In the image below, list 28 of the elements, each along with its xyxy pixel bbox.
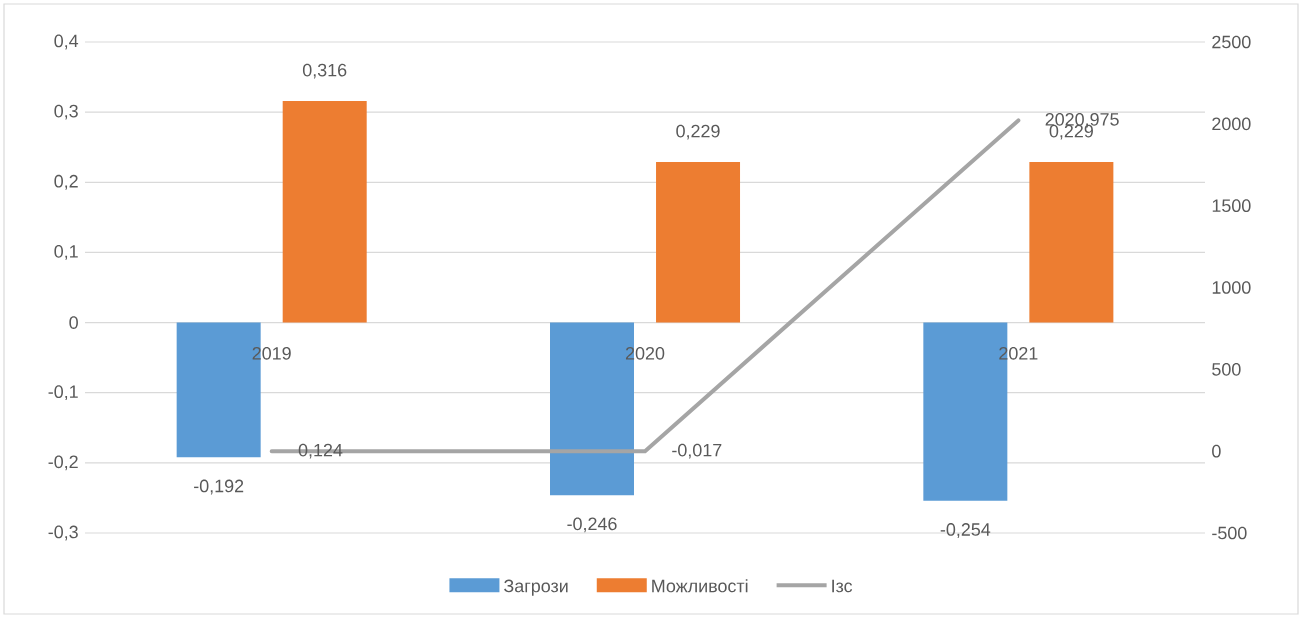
y2-tick-label: 2000 <box>1212 117 1251 131</box>
data-label: 0,316 <box>302 63 347 79</box>
y-tick-label: -0,2 <box>48 455 78 471</box>
data-label: -0,254 <box>940 523 991 538</box>
y-tick-label: 0,3 <box>54 104 78 120</box>
bar <box>282 100 367 323</box>
bar <box>1029 161 1114 323</box>
data-label: 0,229 <box>676 124 720 140</box>
y-tick-label: 0,2 <box>54 174 78 190</box>
y2-tick-label: 1000 <box>1212 281 1251 294</box>
y-tick-label: 0,1 <box>54 245 78 260</box>
bar <box>656 161 741 323</box>
legend-label: Можливості <box>652 579 748 593</box>
data-label: -0,246 <box>567 517 617 533</box>
y2-tick-label: 0 <box>1212 444 1221 458</box>
y-tick-label: 0 <box>69 316 78 329</box>
data-label: 0,124 <box>298 443 343 459</box>
data-label: -0,017 <box>672 443 722 459</box>
y-tick-label: 0,4 <box>54 34 79 50</box>
data-label: -0,192 <box>194 479 244 495</box>
legend-label: Ізс <box>832 579 853 593</box>
y-tick-label: -0,1 <box>48 385 78 401</box>
y2-tick-label: 2500 <box>1212 35 1251 49</box>
y-tick-label: -0,3 <box>48 525 78 541</box>
y2-tick-label: -500 <box>1212 526 1247 540</box>
y2-tick-label: 500 <box>1212 362 1241 376</box>
y2-tick-label: 1500 <box>1212 199 1251 213</box>
legend-label: Загрози <box>504 579 568 596</box>
